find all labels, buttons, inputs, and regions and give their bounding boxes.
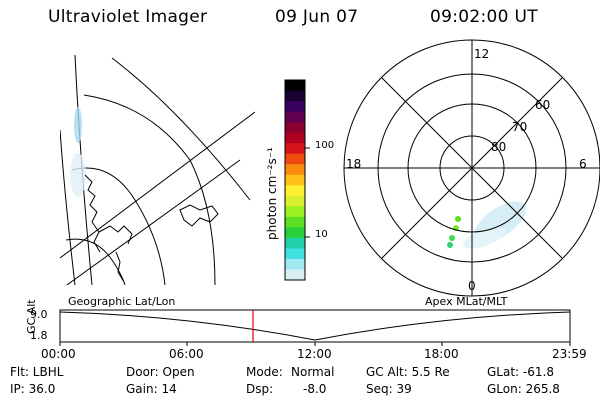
x-tick-2359: 23:59: [552, 347, 587, 361]
latitude-arc: [65, 238, 126, 285]
glat-status: GLat: -61.8: [487, 365, 554, 379]
coastline: [84, 174, 101, 253]
mlt-label-12: 12: [474, 47, 490, 61]
color-bar-band: [285, 111, 305, 123]
color-bar-band: [285, 227, 305, 239]
longitude-line: [60, 129, 76, 285]
color-bar-band: [285, 248, 305, 260]
filter-status: Flt: LBHL: [10, 365, 64, 379]
color-bar-band: [285, 258, 305, 270]
latitude-arc: [83, 94, 216, 285]
ip-status: IP: 36.0: [10, 382, 56, 396]
mlt-label-0: 0: [468, 279, 476, 293]
aurora-emission: [463, 227, 505, 249]
color-bar-band: [285, 101, 305, 113]
lat-label-80: 80: [491, 140, 507, 154]
dsp-value: -8.0: [303, 382, 327, 396]
aurora-emission: [74, 107, 82, 143]
timeline-frame: [59, 309, 571, 343]
color-bar: [285, 80, 305, 281]
coastline: [179, 204, 219, 227]
polar-plot: [343, 39, 600, 297]
color-bar-band: [285, 174, 305, 186]
color-bar-unit: photon cm⁻²s⁻¹: [265, 147, 279, 240]
color-bar-band: [285, 132, 305, 144]
seq-status: Seq: 39: [366, 382, 412, 396]
dsp-label: Dsp:: [246, 382, 274, 396]
aurora-emission: [70, 153, 86, 197]
x-tick-1200: 12:00: [297, 347, 332, 361]
color-bar-band: [285, 185, 305, 197]
color-bar-band: [285, 269, 305, 281]
x-tick-0600: 06:00: [169, 347, 204, 361]
altitude-curve: [59, 311, 571, 341]
color-bar-band: [285, 237, 305, 249]
polar-meridian: [381, 77, 563, 259]
color-bar-band: [285, 80, 305, 92]
apex-label: Apex MLat/MLT: [425, 295, 508, 308]
color-bar-band: [285, 90, 305, 102]
color-bar-band: [285, 153, 305, 165]
coastline: [98, 225, 133, 245]
altitude-timeline: [59, 309, 571, 346]
mlt-label-6: 6: [579, 157, 587, 171]
observation-date: 09 Jun 07: [275, 7, 359, 27]
color-bar-band: [285, 164, 305, 176]
observation-time: 09:02:00 UT: [430, 7, 538, 27]
color-bar-band: [285, 122, 305, 134]
color-bar-band: [285, 206, 305, 218]
longitude-line: [60, 111, 255, 259]
color-bar-label-10: 10: [315, 229, 328, 240]
mlt-label-18: 18: [346, 157, 362, 171]
color-bar-band: [285, 195, 305, 207]
color-bar-band: [285, 143, 305, 155]
geographic-label: Geographic Lat/Lon: [68, 295, 176, 308]
latitude-arc: [111, 57, 251, 201]
gain-status: Gain: 14: [126, 382, 177, 396]
lat-label-60: 60: [535, 98, 551, 112]
instrument-title: Ultraviolet Imager: [48, 7, 208, 27]
color-bar-frame: [284, 79, 306, 281]
door-status: Door: Open: [126, 365, 195, 379]
latitude-arc: [71, 167, 166, 285]
mode-label: Mode:: [246, 365, 283, 379]
color-bar-band: [285, 216, 305, 228]
geographic-map: [60, 55, 255, 285]
glon-status: GLon: 265.8: [487, 382, 560, 396]
lat-label-70: 70: [512, 120, 528, 134]
aurora-pixel: [449, 235, 455, 241]
mode-value: Normal: [291, 365, 335, 379]
color-bar-label-100: 100: [315, 140, 335, 151]
coastline: [115, 251, 125, 283]
aurora-pixel: [455, 216, 461, 222]
x-tick-0000: 00:00: [41, 347, 76, 361]
aurora-pixel: [447, 242, 453, 248]
y-tick-9: 9.0: [30, 308, 48, 321]
x-tick-1800: 18:00: [424, 347, 459, 361]
y-tick-1.8: 1.8: [30, 329, 48, 342]
gc-alt-status: GC Alt: 5.5 Re: [366, 365, 450, 379]
